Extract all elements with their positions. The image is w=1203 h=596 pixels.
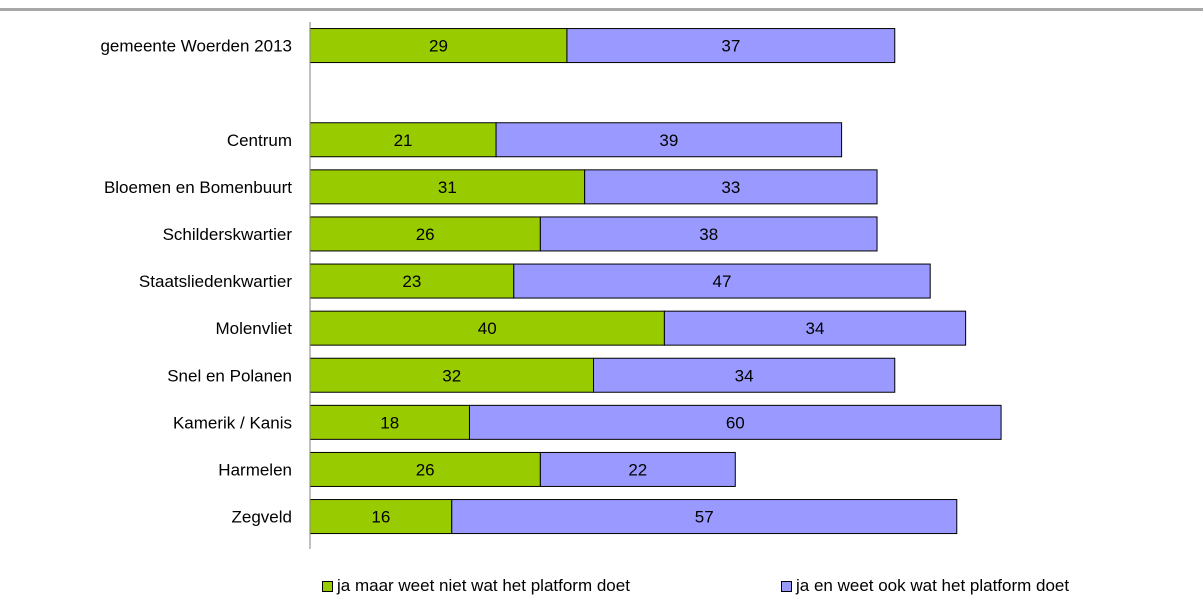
bar-staatsliedenkwartier-series-2 <box>513 263 931 299</box>
data-label-centrum-series-2: 39 <box>659 131 678 150</box>
bar-molenvliet-series-2 <box>663 310 967 346</box>
bar-bloemen-en-bomenbuurt-series-1 <box>309 169 586 205</box>
bar-zegveld-series-2 <box>451 499 958 535</box>
bar-gemeente-woerden-2013-series-2 <box>566 28 896 64</box>
data-label-kamerik-kanis-series-2: 60 <box>726 413 745 432</box>
bar-kamerik-kanis-series-2 <box>468 404 1002 440</box>
stacked-bar-chart: gemeente Woerden 2013 29 37 Centrum 21 39 Bloe… <box>100 22 1002 549</box>
bar-schilderskwartier-series-1 <box>309 216 541 252</box>
data-label-schilderskwartier-series-1: 26 <box>416 225 435 244</box>
category-label-staatsliedenkwartier: Staatsliedenkwartier <box>139 272 292 291</box>
data-label-molenvliet-series-2: 34 <box>806 319 825 338</box>
legend: ja maar weet niet wat het platform doet … <box>0 576 1203 595</box>
legend-item-series-1: ja maar weet niet wat het platform doet <box>322 576 630 596</box>
legend-label-series-2: ja en weet ook wat het platform doet <box>796 576 1070 595</box>
bar-harmelen-series-2 <box>539 451 736 487</box>
category-label-gemeente-woerden-2013: gemeente Woerden 2013 <box>100 37 292 56</box>
data-label-gemeente-woerden-2013-series-2: 37 <box>721 37 740 56</box>
legend-label-series-1: ja maar weet niet wat het platform doet <box>337 576 630 595</box>
data-label-staatsliedenkwartier-series-1: 23 <box>402 272 421 291</box>
category-label-molenvliet: Molenvliet <box>215 319 292 338</box>
data-label-gemeente-woerden-2013-series-1: 29 <box>429 37 448 56</box>
data-label-bloemen-en-bomenbuurt-series-2: 33 <box>721 178 740 197</box>
category-label-snel-en-polanen: Snel en Polanen <box>167 366 292 385</box>
bar-harmelen-series-1 <box>309 451 541 487</box>
data-label-bloemen-en-bomenbuurt-series-1: 31 <box>438 178 457 197</box>
data-label-molenvliet-series-1: 40 <box>478 319 497 338</box>
data-label-staatsliedenkwartier-series-2: 47 <box>713 272 732 291</box>
bar-bloemen-en-bomenbuurt-series-2 <box>584 169 878 205</box>
category-label-kamerik-kanis: Kamerik / Kanis <box>173 413 292 432</box>
bars-layer <box>309 28 1002 535</box>
top-rule <box>0 8 1203 11</box>
legend-swatch-green <box>322 580 333 592</box>
category-label-centrum: Centrum <box>227 131 292 150</box>
bar-zegveld-series-1 <box>309 499 453 535</box>
data-label-snel-en-polanen-series-2: 34 <box>735 366 754 385</box>
category-label-schilderskwartier: Schilderskwartier <box>163 225 293 244</box>
data-label-zegveld-series-1: 16 <box>371 508 390 527</box>
data-label-schilderskwartier-series-2: 38 <box>699 225 718 244</box>
data-label-snel-en-polanen-series-1: 32 <box>442 366 461 385</box>
data-label-harmelen-series-2: 22 <box>628 460 647 479</box>
bar-snel-en-polanen-series-2 <box>593 357 896 393</box>
bar-centrum-series-2 <box>495 122 843 158</box>
data-label-centrum-series-1: 21 <box>394 131 413 150</box>
category-label-bloemen-en-bomenbuurt: Bloemen en Bomenbuurt <box>104 178 292 197</box>
legend-swatch-blue <box>781 580 792 592</box>
data-label-kamerik-kanis-series-1: 18 <box>380 413 399 432</box>
bar-snel-en-polanen-series-1 <box>309 357 595 393</box>
legend-item-series-2: ja en weet ook wat het platform doet <box>781 576 1069 596</box>
bar-gemeente-woerden-2013-series-1 <box>309 28 568 64</box>
data-label-harmelen-series-1: 26 <box>416 460 435 479</box>
bar-schilderskwartier-series-2 <box>539 216 878 252</box>
category-label-harmelen: Harmelen <box>218 460 292 479</box>
data-label-zegveld-series-2: 57 <box>695 508 714 527</box>
bar-staatsliedenkwartier-series-1 <box>309 263 515 299</box>
labels-layer: gemeente Woerden 2013 29 37 Centrum 21 39 Bloe… <box>100 37 824 527</box>
category-label-zegveld: Zegveld <box>232 508 292 527</box>
